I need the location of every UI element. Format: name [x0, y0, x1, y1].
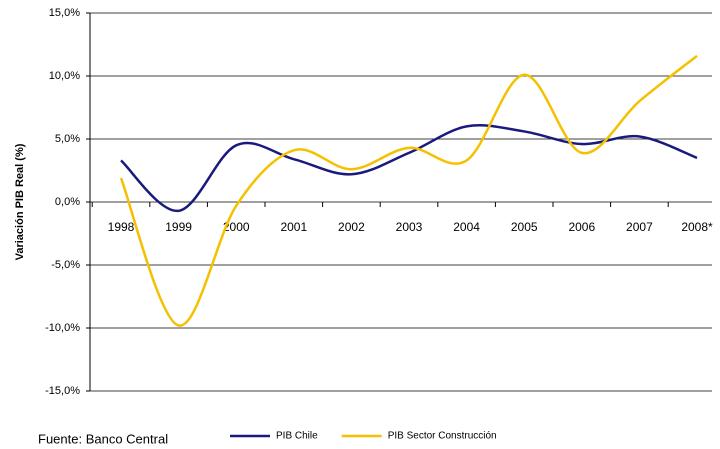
y-tick-label: -15,0% — [45, 385, 80, 397]
y-tick-label: 10,0% — [49, 70, 80, 82]
source-note: Fuente: Banco Central — [38, 431, 168, 446]
y-tick-label: -10,0% — [45, 322, 80, 334]
x-tick-label: 2003 — [396, 220, 423, 234]
x-tick-label: 1999 — [165, 220, 192, 234]
y-tick-label: 15,0% — [49, 7, 80, 19]
x-tick-label: 2004 — [453, 220, 480, 234]
x-tick-label: 2007 — [626, 220, 653, 234]
legend-label: PIB Chile — [276, 431, 318, 442]
series-line — [120, 124, 698, 213]
x-tick-label: 1998 — [108, 220, 135, 234]
series-line — [119, 54, 698, 327]
y-axis-title: Variación PIB Real (%) — [14, 143, 26, 260]
y-tick-label: 0,0% — [55, 196, 80, 208]
x-tick-label: 2002 — [338, 220, 365, 234]
x-tick-label: 2006 — [568, 220, 595, 234]
y-tick-label: -5,0% — [51, 259, 80, 271]
x-tick-label: 2008* — [681, 220, 713, 234]
x-tick-label: 2000 — [223, 220, 250, 234]
x-tick-label: 2001 — [280, 220, 307, 234]
y-tick-label: 5,0% — [55, 133, 80, 145]
x-tick-label: 2005 — [511, 220, 538, 234]
legend-label: PIB Sector Construcción — [388, 431, 497, 442]
